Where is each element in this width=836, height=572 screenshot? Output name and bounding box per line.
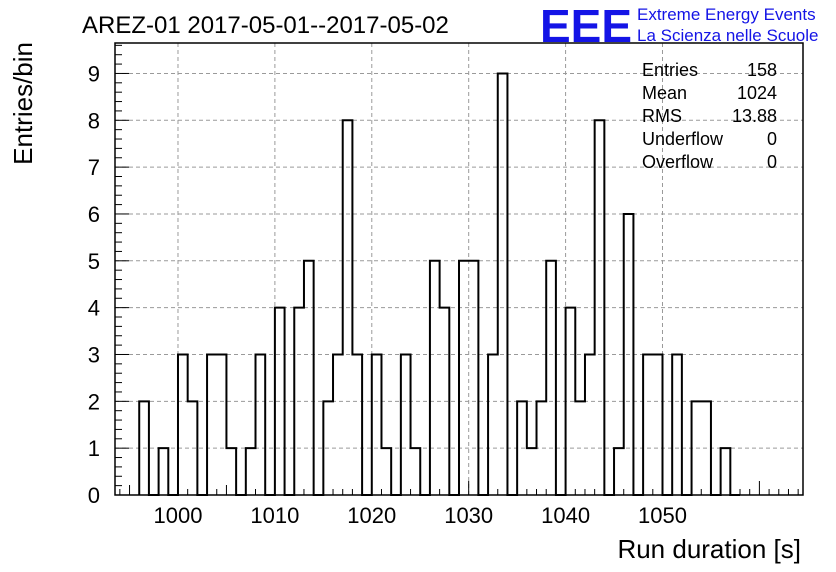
stats-label-mean: Mean — [642, 83, 687, 103]
stats-value-mean: 1024 — [737, 83, 777, 103]
histogram-bin — [614, 448, 624, 495]
stats-label-rms: RMS — [642, 106, 682, 126]
histogram-bin — [372, 354, 382, 495]
histogram-bin — [653, 354, 663, 495]
histogram-bin — [459, 261, 469, 495]
histogram-bin — [546, 261, 556, 495]
histogram-bin — [401, 354, 411, 495]
stats-value-entries: 158 — [747, 60, 777, 80]
stats-label-entries: Entries — [642, 60, 698, 80]
y-tick-label: 1 — [88, 436, 100, 461]
x-tick-label: 1030 — [444, 503, 493, 528]
x-tick-label: 1020 — [347, 503, 396, 528]
y-tick-label: 8 — [88, 108, 100, 133]
logo-line-1: Extreme Energy Events — [637, 5, 816, 24]
eee-logo: EEE Extreme Energy Events La Scienza nel… — [540, 0, 818, 52]
histogram-bin — [469, 261, 479, 495]
x-tick-label: 1040 — [541, 503, 590, 528]
histogram-bin — [333, 354, 343, 495]
histogram-bin — [304, 261, 314, 495]
chart-title: AREZ-01 2017-05-01--2017-05-02 — [82, 12, 449, 39]
histogram-bin — [672, 354, 682, 495]
histogram-bin — [352, 354, 362, 495]
histogram-bin — [585, 354, 595, 495]
y-tick-label: 5 — [88, 249, 100, 274]
stats-label-overflow: Overflow — [642, 152, 714, 172]
histogram-bin — [488, 354, 498, 495]
x-tick-label: 1010 — [250, 503, 299, 528]
histogram-bin — [226, 448, 236, 495]
x-tick-label: 1050 — [638, 503, 687, 528]
logo-text: EEE — [540, 0, 632, 52]
histogram-bin — [721, 448, 731, 495]
histogram-bin — [256, 354, 266, 495]
logo-line-2: La Scienza nelle Scuole — [637, 26, 818, 45]
stats-value-underflow: 0 — [767, 129, 777, 149]
x-axis: 1000 1010 1020 1030 1040 1050 — [119, 481, 799, 528]
histogram-bin — [527, 448, 537, 495]
y-tick-label: 9 — [88, 61, 100, 86]
histogram-bin — [246, 448, 256, 495]
y-axis-label: Entries/bin — [8, 42, 38, 165]
histogram-bin — [217, 354, 227, 495]
y-tick-label: 3 — [88, 342, 100, 367]
stats-box: Entries 158 Mean 1024 RMS 13.88 Underflow 0 Over… — [642, 60, 777, 172]
y-tick-label: 0 — [88, 483, 100, 508]
y-tick-label: 6 — [88, 202, 100, 227]
stats-value-overflow: 0 — [767, 152, 777, 172]
histogram-bin — [643, 354, 653, 495]
y-tick-label: 2 — [88, 389, 100, 414]
stats-value-rms: 13.88 — [732, 106, 777, 126]
histogram-bin — [207, 354, 217, 495]
y-tick-label: 4 — [88, 296, 100, 321]
y-tick-label: 7 — [88, 155, 100, 180]
x-axis-label: Run duration [s] — [617, 534, 801, 564]
histogram-bin — [178, 354, 188, 495]
x-tick-label: 1000 — [154, 503, 203, 528]
histogram-bin — [381, 448, 391, 495]
histogram-bin — [430, 261, 440, 495]
histogram-bin — [411, 448, 421, 495]
histogram-bin — [498, 73, 508, 495]
stats-label-underflow: Underflow — [642, 129, 724, 149]
y-axis: 0 1 2 3 4 5 6 7 8 9 — [88, 44, 129, 508]
histogram-bin — [159, 448, 169, 495]
